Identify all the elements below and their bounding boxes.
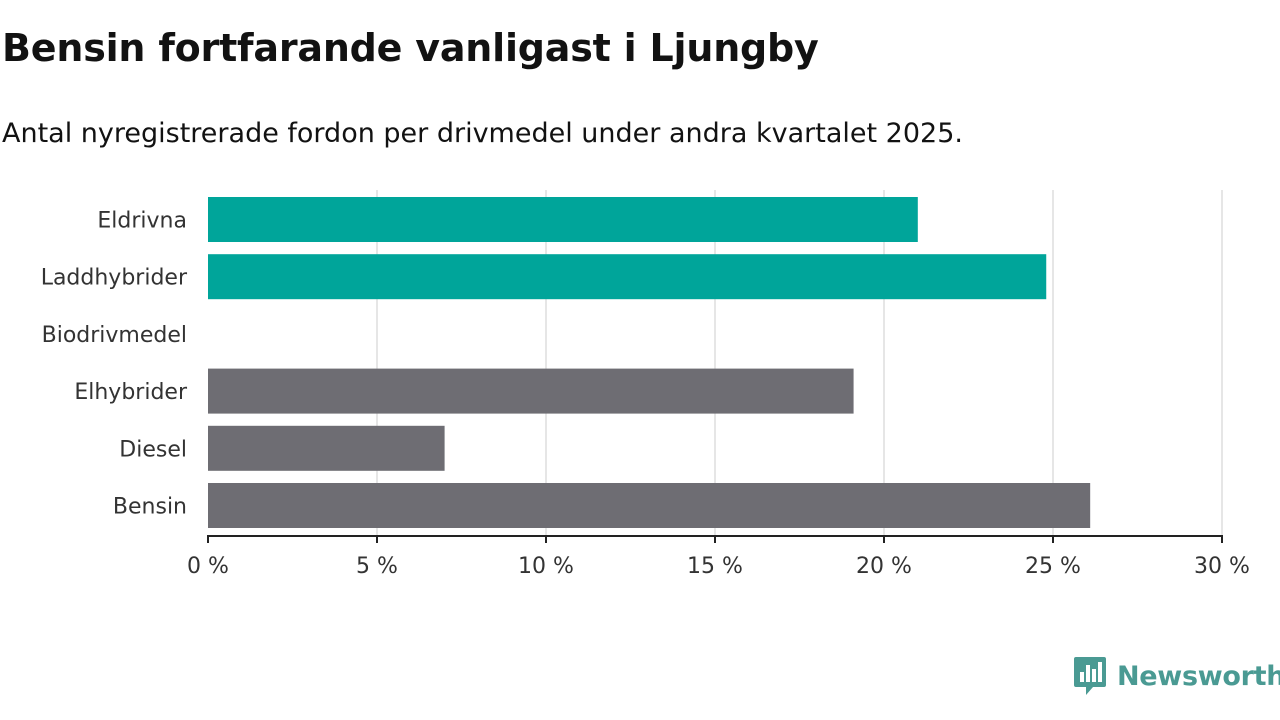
x-tick-label: 10 % xyxy=(518,554,574,579)
bar xyxy=(208,368,854,414)
x-tick-label: 15 % xyxy=(687,554,743,579)
x-tick-label: 25 % xyxy=(1025,554,1081,579)
chart-subtitle: Antal nyregistrerade fordon per drivmede… xyxy=(2,118,963,149)
bar xyxy=(208,425,445,471)
x-tick-label: 5 % xyxy=(356,554,398,579)
chart-title: Bensin fortfarande vanligast i Ljungby xyxy=(2,26,819,70)
bar xyxy=(208,483,1091,528)
category-label: Eldrivna xyxy=(97,209,187,234)
brand-name: Newsworthy xyxy=(1117,660,1280,692)
category-label: Bensin xyxy=(113,495,187,520)
newsworthy-logo-icon xyxy=(1074,657,1106,695)
bar xyxy=(208,254,1047,300)
x-tick-label: 30 % xyxy=(1194,554,1250,579)
x-tick-label: 20 % xyxy=(856,554,912,579)
category-label: Elhybrider xyxy=(74,380,188,405)
category-label: Biodrivmedel xyxy=(42,323,187,348)
brand-logo: Newsworthy xyxy=(1073,656,1280,696)
bar xyxy=(208,197,918,242)
x-tick-label: 0 % xyxy=(187,554,229,579)
category-label: Laddhybrider xyxy=(41,266,188,291)
category-label: Diesel xyxy=(119,437,187,462)
